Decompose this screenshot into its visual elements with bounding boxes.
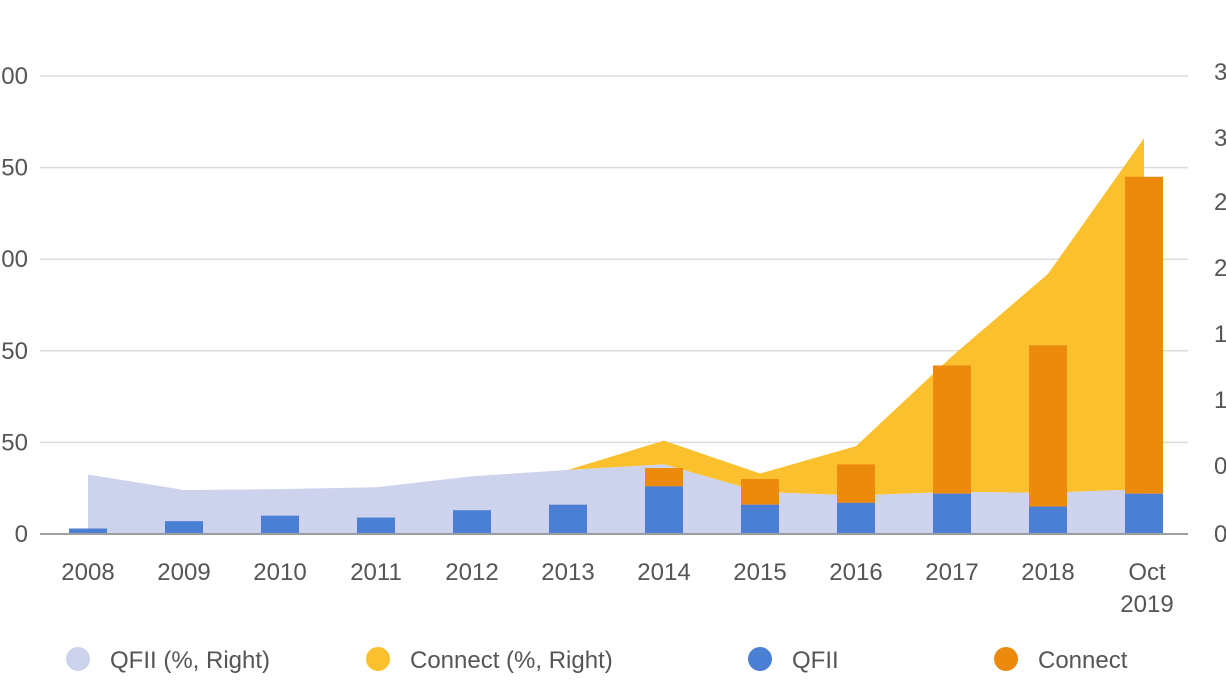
bar-layer bbox=[69, 176, 1163, 534]
right-tick-label-6: 3 bbox=[1214, 125, 1226, 152]
x-tick-label-1: 2009 bbox=[157, 559, 210, 586]
right-tick-label-3: 1 bbox=[1214, 321, 1226, 348]
x-tick-label-10: 2018 bbox=[1021, 559, 1074, 586]
right-tick-label-1: 0 bbox=[1214, 453, 1226, 480]
legend: QFII (%, Right) Connect (%, Right) QFII Con… bbox=[66, 647, 1128, 674]
x-tick-label-2: 2010 bbox=[253, 559, 306, 586]
bar-connect-8 bbox=[837, 464, 875, 503]
legend-marker-1 bbox=[366, 647, 390, 671]
bar-qfii-3 bbox=[357, 517, 395, 534]
x-tick-label-9: 2017 bbox=[925, 559, 978, 586]
area-qfii-pct bbox=[88, 464, 1144, 534]
bar-connect-7 bbox=[741, 479, 779, 505]
x-tick-label-11: Oct 2019 bbox=[1120, 559, 1173, 618]
right-tick-label-5: 2 bbox=[1214, 189, 1226, 216]
left-tick-label-3: 00 bbox=[1, 246, 28, 273]
left-tick-label-1: 50 bbox=[1, 429, 28, 456]
left-axis-ticks: 0 50 50 00 50 00 bbox=[1, 63, 28, 548]
right-axis-ticks: 0 0 1 1 2 2 3 3 bbox=[1214, 59, 1226, 548]
bar-qfii-5 bbox=[549, 504, 587, 534]
bar-qfii-8 bbox=[837, 502, 875, 534]
left-tick-label-5: 00 bbox=[1, 63, 28, 90]
x-tick-label-4: 2012 bbox=[445, 559, 498, 586]
bar-connect-6 bbox=[645, 468, 683, 487]
bar-qfii-7 bbox=[741, 504, 779, 534]
x-tick-label-7: 2015 bbox=[733, 559, 786, 586]
left-tick-label-4: 50 bbox=[1, 155, 28, 182]
left-tick-label-0: 0 bbox=[15, 521, 28, 548]
x-tick-label-3: 2011 bbox=[350, 559, 402, 586]
legend-marker-3 bbox=[994, 647, 1018, 671]
area-connect-pct bbox=[568, 138, 1144, 496]
right-tick-label-4: 2 bbox=[1214, 255, 1226, 282]
bar-qfii-4 bbox=[453, 510, 491, 534]
x-axis-ticks: 2008 2009 2010 2011 2012 2013 2014 2015 2016 2017… bbox=[61, 559, 1173, 618]
bar-connect-11 bbox=[1125, 176, 1163, 494]
legend-marker-2 bbox=[748, 647, 772, 671]
right-tick-label-7: 3 bbox=[1214, 59, 1226, 86]
bar-qfii-9 bbox=[933, 493, 971, 534]
x-tick-label-0: 2008 bbox=[61, 559, 114, 586]
area-layer bbox=[88, 138, 1144, 534]
bar-connect-10 bbox=[1029, 345, 1067, 507]
legend-label-3: Connect bbox=[1038, 647, 1128, 674]
bar-qfii-6 bbox=[645, 486, 683, 534]
bar-qfii-0 bbox=[69, 528, 107, 534]
bar-qfii-11 bbox=[1125, 493, 1163, 534]
x-tick-label-8: 2016 bbox=[829, 559, 882, 586]
legend-label-1: Connect (%, Right) bbox=[410, 647, 613, 674]
bar-qfii-1 bbox=[165, 521, 203, 534]
x-tick-label-5: 2013 bbox=[541, 559, 594, 586]
legend-label-2: QFII bbox=[792, 647, 839, 674]
bar-qfii-10 bbox=[1029, 506, 1067, 534]
right-tick-label-2: 1 bbox=[1214, 387, 1226, 414]
right-tick-label-0: 0 bbox=[1214, 521, 1226, 548]
x-tick-label-6: 2014 bbox=[637, 559, 690, 586]
bar-connect-9 bbox=[933, 365, 971, 494]
left-tick-label-2: 50 bbox=[1, 338, 28, 365]
bar-qfii-2 bbox=[261, 515, 299, 534]
legend-marker-0 bbox=[66, 647, 90, 671]
legend-label-0: QFII (%, Right) bbox=[110, 647, 270, 674]
